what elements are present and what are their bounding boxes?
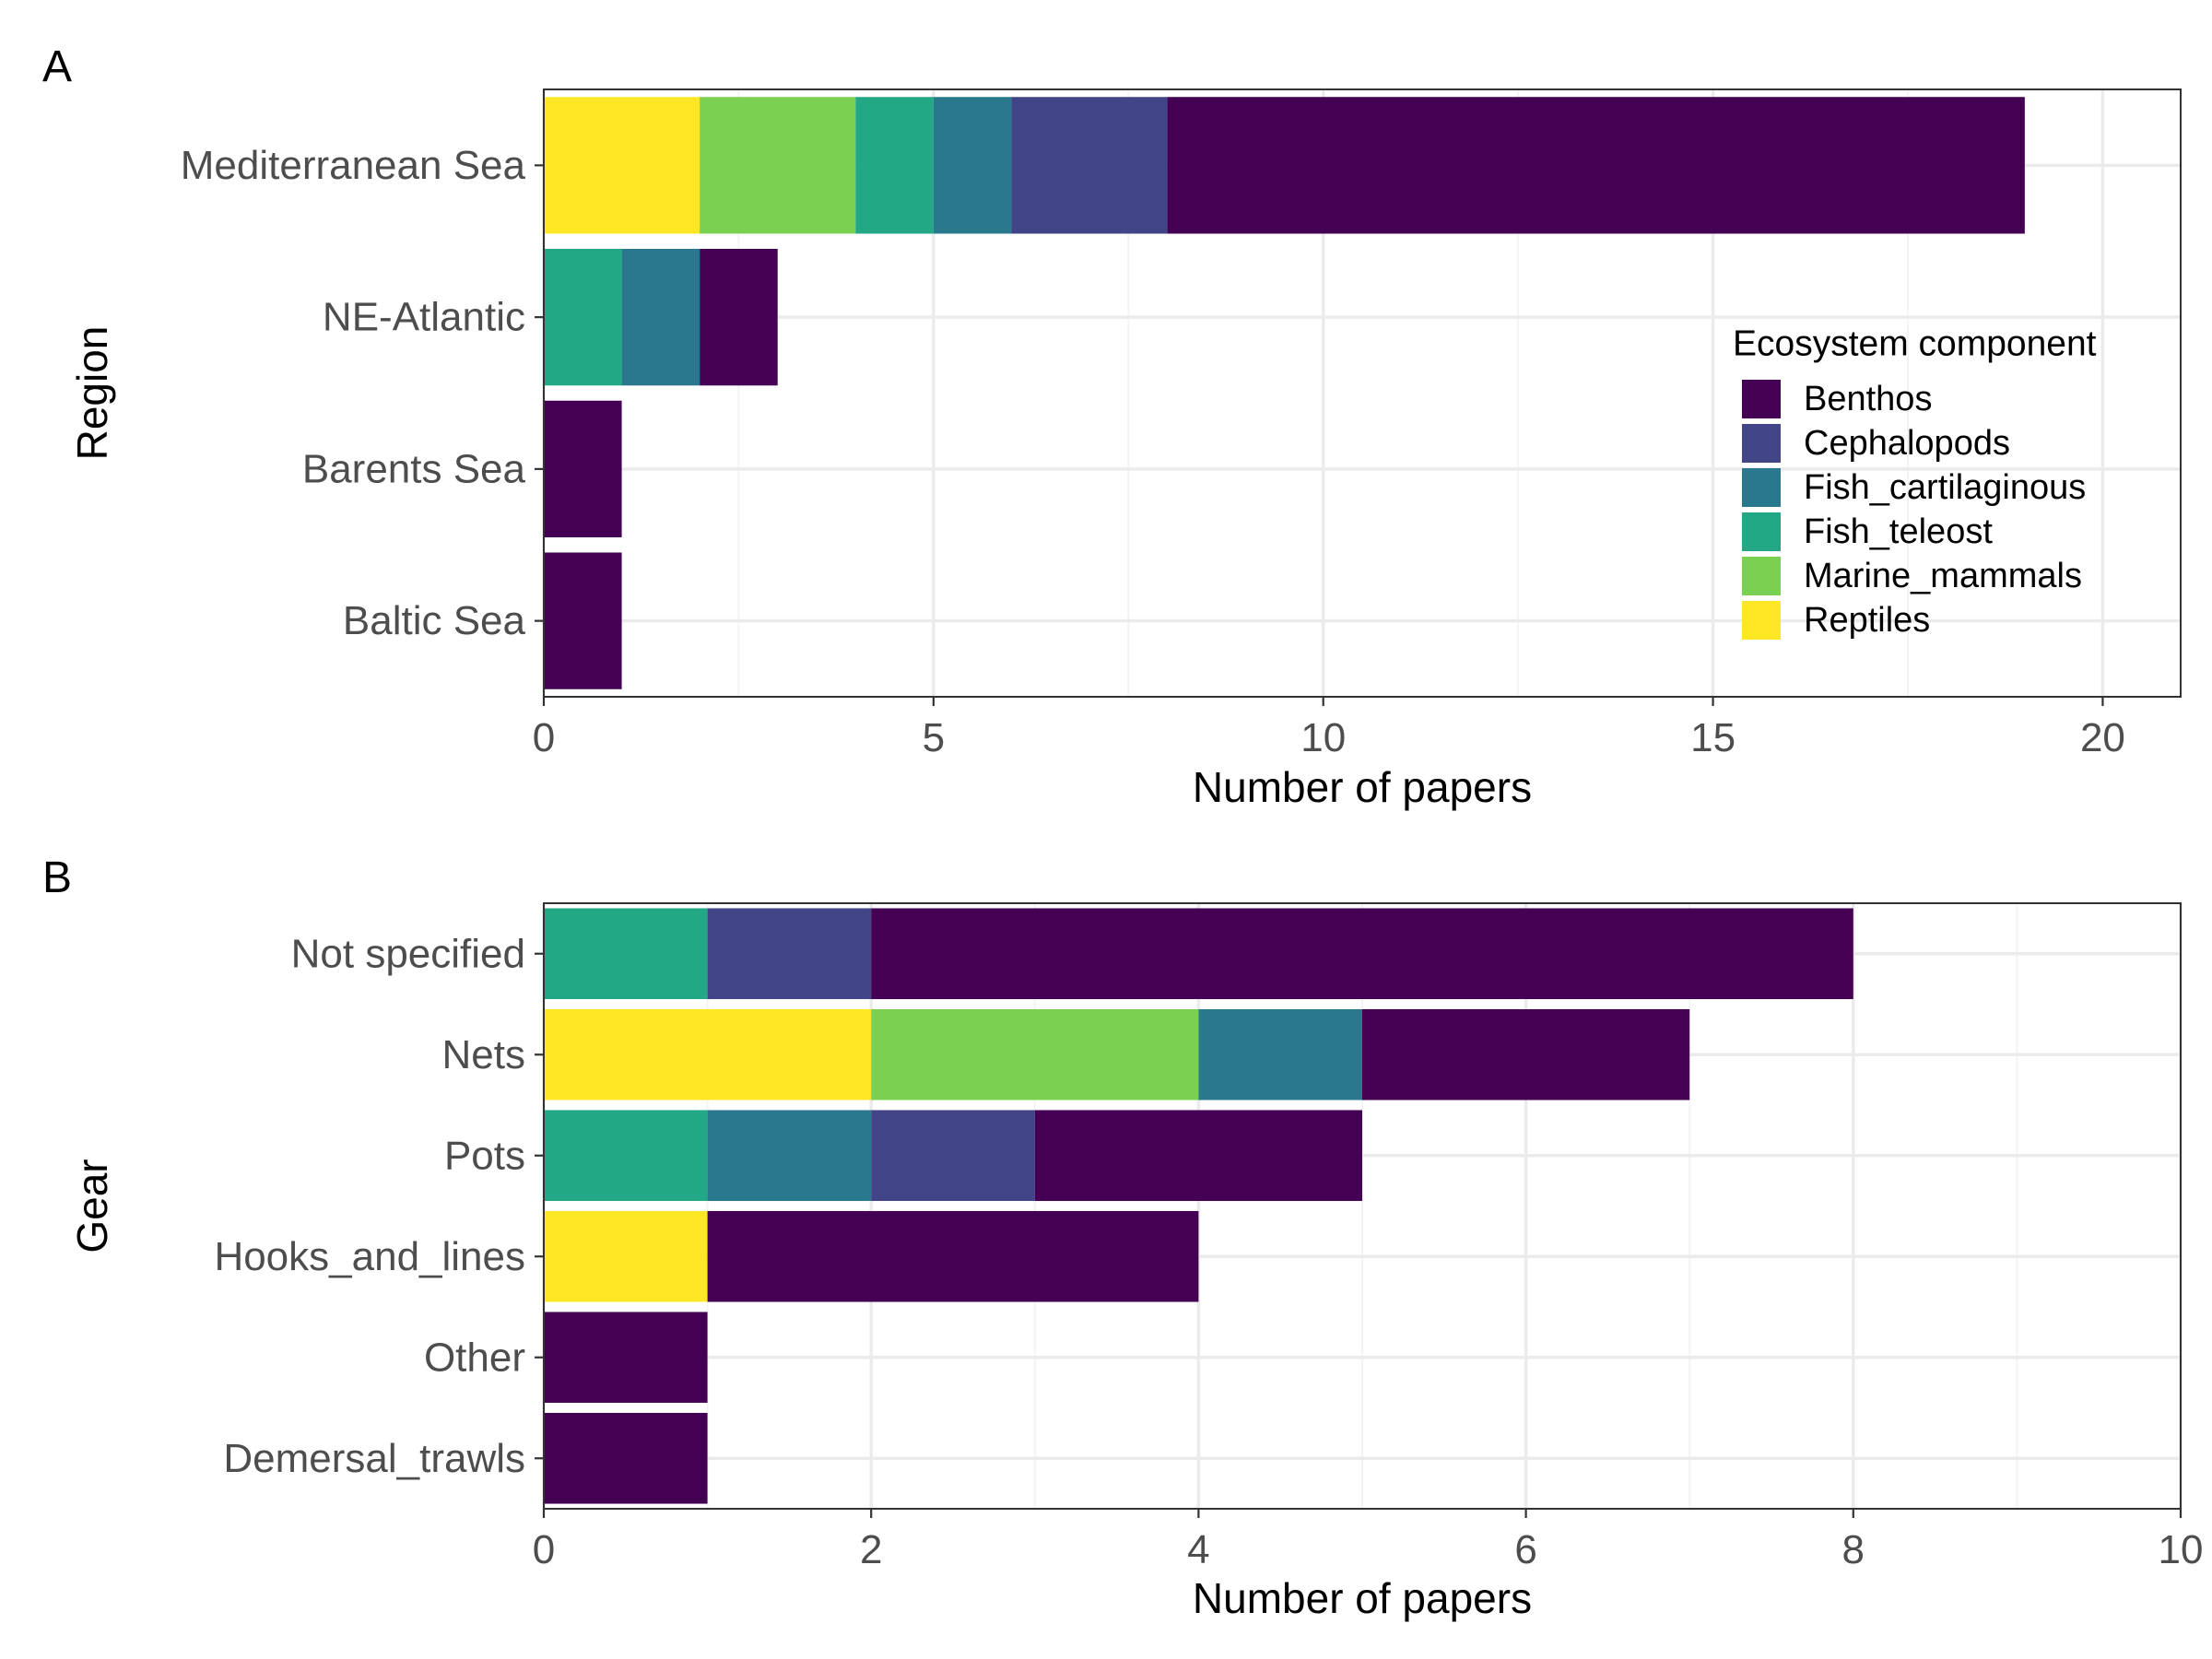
x-tick-label: 10 <box>1300 715 1346 760</box>
bar-segment-reptiles <box>544 1008 872 1100</box>
bar-segment-benthos <box>700 248 778 386</box>
bar-segment-fish-teleost <box>855 97 934 234</box>
x-tick-label: 2 <box>860 1527 882 1572</box>
bar-segment-marine-mammals <box>700 97 856 234</box>
bar-segment-fish-teleost <box>544 908 708 1000</box>
bar-segment-cephalopods <box>1011 97 1168 234</box>
y-tick-label: Not specified <box>291 931 525 976</box>
legend-key-fish-teleost <box>1742 512 1781 551</box>
x-tick-label: 10 <box>2159 1527 2204 1572</box>
bar-segment-benthos <box>1167 97 2025 234</box>
legend-label: Marine_mammals <box>1804 557 2082 595</box>
bar-segment-benthos <box>707 1210 1199 1302</box>
bar-segment-fish-cartilaginous <box>933 97 1012 234</box>
x-tick-label: 6 <box>1514 1527 1536 1572</box>
legend-label: Cephalopods <box>1804 424 2010 463</box>
bar-segment-cephalopods <box>871 1110 1035 1202</box>
bar-segment-fish-teleost <box>544 248 622 386</box>
x-tick-label: 5 <box>923 715 945 760</box>
x-tick-label: 0 <box>533 1527 555 1572</box>
bar-segment-fish-cartilaginous <box>1198 1008 1362 1100</box>
bar-segment-benthos <box>871 908 1853 1000</box>
bar-segment-reptiles <box>544 97 700 234</box>
legend-label: Fish_teleost <box>1804 512 1993 551</box>
y-tick-label: NE-Atlantic <box>323 295 525 340</box>
y-tick-label: Demersal_trawls <box>223 1436 525 1481</box>
y-tick-label: Pots <box>444 1133 525 1178</box>
y-axis-title: Gear <box>68 1159 116 1253</box>
bar-segment-benthos <box>544 1412 708 1504</box>
y-tick-label: Baltic Sea <box>343 598 526 643</box>
panel-border <box>543 902 2182 1510</box>
legend-key-benthos <box>1742 380 1781 418</box>
y-tick-label: Mediterranean Sea <box>181 143 526 188</box>
bar-segment-benthos <box>1362 1008 1690 1100</box>
x-tick-label: 4 <box>1187 1527 1209 1572</box>
bar-segment-benthos <box>1034 1110 1362 1202</box>
x-axis-title: Number of papers <box>1193 763 1532 811</box>
bar-segment-marine-mammals <box>871 1008 1199 1100</box>
x-tick-label: 20 <box>2080 715 2125 760</box>
bar-segment-benthos <box>544 1312 708 1404</box>
bar-segment-fish-cartilaginous <box>621 248 700 386</box>
panel-border <box>543 88 2182 698</box>
y-axis-title: Region <box>68 326 116 461</box>
panel-label: A <box>42 42 72 91</box>
panel-label: B <box>42 853 72 902</box>
x-tick-label: 8 <box>1842 1527 1865 1572</box>
bar-segment-fish-cartilaginous <box>707 1110 872 1202</box>
legend-label: Fish_cartilaginous <box>1804 468 2086 507</box>
legend-title: Ecosystem component <box>1733 324 2097 364</box>
legend: Ecosystem component Benthos Cephalopods Fis… <box>1733 324 2097 640</box>
legend-key-reptiles <box>1742 601 1781 640</box>
x-tick-label: 15 <box>1690 715 1735 760</box>
legend-label: Benthos <box>1804 380 1932 418</box>
bar-segment-cephalopods <box>707 908 872 1000</box>
bar-segment-benthos <box>544 552 622 689</box>
legend-key-fish-cartilaginous <box>1742 468 1781 507</box>
bar-segment-reptiles <box>544 1210 708 1302</box>
y-tick-label: Nets <box>442 1032 525 1077</box>
y-tick-label: Barents Sea <box>302 446 526 491</box>
legend-key-marine-mammals <box>1742 557 1781 595</box>
bar-segment-benthos <box>544 400 622 538</box>
legend-key-cephalopods <box>1742 424 1781 463</box>
legend-label: Reptiles <box>1804 601 1930 640</box>
panel-b: Not specified Nets Pots Hooks_and_lines Othe… <box>42 853 2203 1622</box>
panel-a: Mediterranean Sea NE-Atlantic Barents Sea B… <box>42 42 2182 811</box>
bar-segment-fish-teleost <box>544 1110 708 1202</box>
x-tick-label: 0 <box>533 715 555 760</box>
y-tick-label: Other <box>424 1335 525 1380</box>
x-axis-title: Number of papers <box>1193 1574 1532 1622</box>
y-tick-label: Hooks_and_lines <box>214 1234 525 1279</box>
